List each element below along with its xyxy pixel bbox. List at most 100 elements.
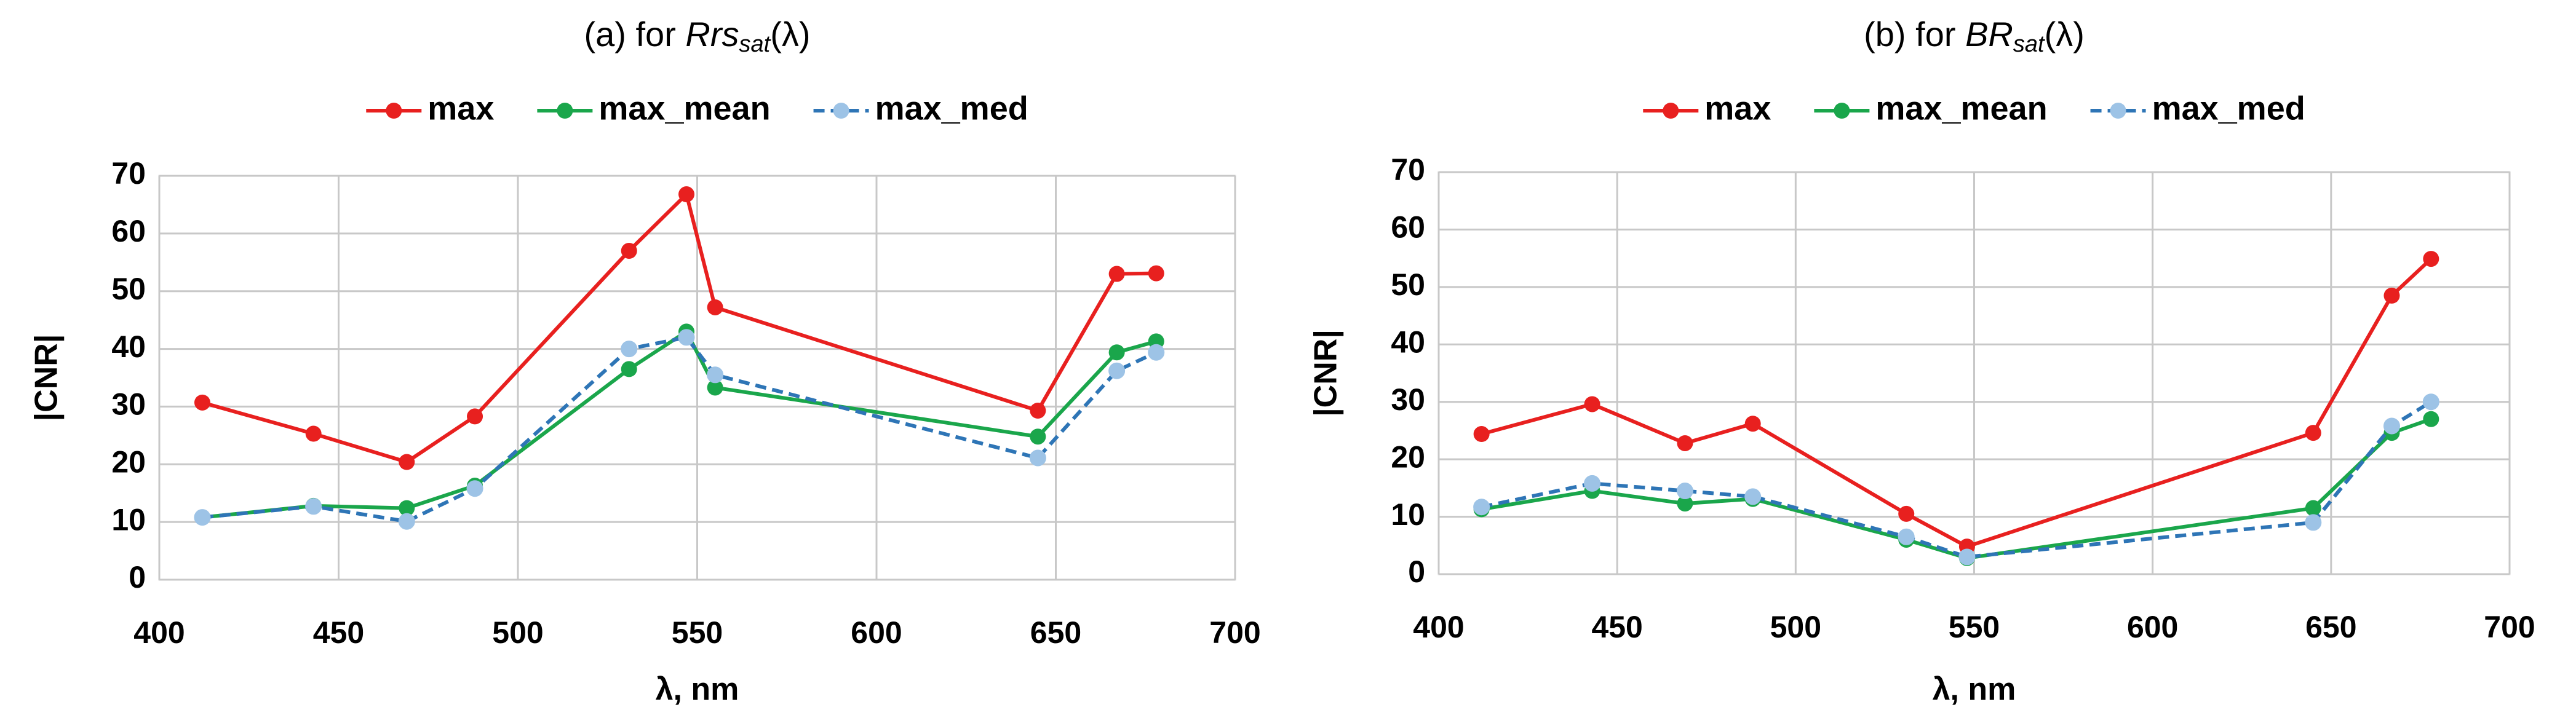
title-suffix: (λ) xyxy=(2045,15,2085,53)
x-tick-label: 500 xyxy=(1770,610,1821,644)
data-point xyxy=(621,341,638,358)
title-suffix: (λ) xyxy=(770,15,810,53)
x-tick-label: 550 xyxy=(672,615,723,650)
data-point xyxy=(1473,499,1490,516)
data-point xyxy=(2383,287,2400,304)
y-tick-label: 10 xyxy=(1391,497,1425,532)
x-tick-label: 450 xyxy=(1591,610,1642,644)
legend-marker xyxy=(2110,103,2126,119)
legend: max max_mean max_med xyxy=(366,90,1028,127)
data-point xyxy=(1030,402,1046,419)
legend-marker xyxy=(1663,103,1679,119)
series-line xyxy=(202,335,1158,524)
data-point xyxy=(1744,416,1761,432)
title-subscript: sat xyxy=(739,31,771,57)
legend-marker xyxy=(1834,103,1850,119)
x-axis-label: λ, nm xyxy=(1933,672,2016,708)
data-point xyxy=(1744,488,1762,505)
legend-label: max xyxy=(1704,90,1771,127)
x-tick-label: 400 xyxy=(1413,610,1464,644)
data-point xyxy=(621,243,637,259)
title-italic: BR xyxy=(1965,15,2013,53)
y-tick-label: 30 xyxy=(1391,382,1425,417)
x-tick-label: 600 xyxy=(851,615,902,650)
data-point xyxy=(1108,266,1125,282)
x-tick-label: 400 xyxy=(133,615,185,650)
data-point xyxy=(1677,495,1693,512)
data-point xyxy=(194,394,210,411)
y-tick-label: 60 xyxy=(111,214,146,248)
x-axis-label: λ, nm xyxy=(656,672,739,708)
data-point xyxy=(2422,393,2439,411)
y-tick-label: 40 xyxy=(1391,325,1425,359)
x-tick-label: 700 xyxy=(1209,615,1260,650)
data-point xyxy=(1898,505,1915,522)
data-point xyxy=(707,366,724,384)
y-tick-label: 70 xyxy=(1391,152,1425,187)
chart-title: (a) for Rrssat(λ) xyxy=(584,15,810,57)
series-line xyxy=(202,329,1157,519)
x-tick-label: 450 xyxy=(313,615,364,650)
data-point xyxy=(1148,344,1165,361)
data-point xyxy=(1030,428,1046,445)
y-tick-label: 30 xyxy=(111,387,146,422)
series-line xyxy=(1481,400,2432,559)
y-tick-label: 50 xyxy=(111,272,146,306)
data-point xyxy=(2305,500,2321,516)
data-point xyxy=(707,379,723,396)
y-tick-label: 20 xyxy=(1391,440,1425,474)
x-tick-label: 650 xyxy=(2305,610,2356,644)
chart-panel: 0 10 20 30 40 50 60 70 400 450 500 550 600 650 700 (a) … xyxy=(29,15,1261,708)
data-point xyxy=(1108,362,1126,379)
y-tick-label: 0 xyxy=(1408,554,1425,589)
legend-label: max_med xyxy=(2152,90,2305,127)
y-tick-label: 20 xyxy=(111,444,146,479)
y-axis-label: |CNR| xyxy=(29,334,65,422)
data-point xyxy=(398,513,415,530)
data-point xyxy=(1108,344,1125,361)
y-tick-label: 70 xyxy=(111,156,146,191)
data-point xyxy=(678,186,695,203)
title-prefix: (a) for xyxy=(584,15,685,53)
data-point xyxy=(305,498,322,515)
legend-marker xyxy=(833,103,849,119)
x-tick-label: 700 xyxy=(2484,610,2535,644)
data-point xyxy=(194,509,211,526)
data-point xyxy=(1898,528,1915,545)
data-point xyxy=(466,480,483,497)
x-tick-label: 550 xyxy=(1949,610,2000,644)
data-point xyxy=(467,408,483,425)
data-point xyxy=(1029,449,1046,467)
y-tick-label: 0 xyxy=(129,560,146,594)
data-point xyxy=(1676,483,1693,500)
legend-label: max_mean xyxy=(1875,90,2047,127)
data-point xyxy=(2423,411,2439,427)
data-point xyxy=(2305,514,2322,531)
data-point xyxy=(1473,426,1490,443)
title-italic: Rrs xyxy=(685,15,739,53)
data-point xyxy=(1677,435,1693,451)
y-tick-label: 10 xyxy=(111,502,146,537)
data-point xyxy=(707,299,723,315)
data-point xyxy=(2423,251,2439,267)
data-point xyxy=(1958,548,1976,566)
data-point xyxy=(2305,425,2321,441)
legend-label: max_mean xyxy=(598,90,770,127)
legend-marker xyxy=(557,103,573,119)
data-point xyxy=(1148,265,1164,282)
y-tick-label: 60 xyxy=(1391,210,1425,245)
legend: max max_mean max_med xyxy=(1643,90,2305,127)
data-point xyxy=(678,329,695,346)
data-point xyxy=(305,425,322,442)
data-point xyxy=(621,361,637,377)
y-axis-label: |CNR| xyxy=(1308,329,1344,417)
x-tick-label: 600 xyxy=(2127,610,2178,644)
data-point xyxy=(1584,475,1601,492)
x-tick-label: 650 xyxy=(1030,615,1081,650)
chart-panel: 0 10 20 30 40 50 60 70 400 450 500 550 600 650 700 (b) … xyxy=(1308,15,2535,708)
data-point xyxy=(1584,396,1600,412)
legend-marker xyxy=(386,103,402,119)
legend-label: max xyxy=(427,90,494,127)
title-prefix: (b) for xyxy=(1864,15,1965,53)
